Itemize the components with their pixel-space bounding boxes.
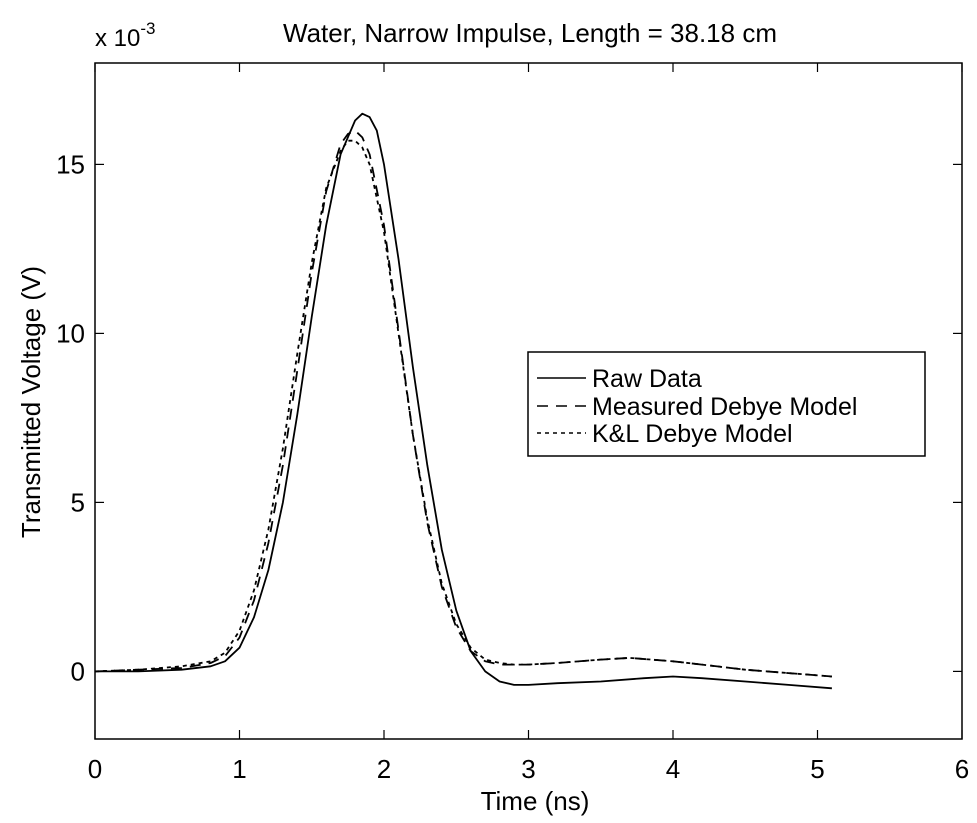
y-tick-label: 0 [71, 656, 85, 686]
y-exponent-power: -3 [140, 19, 155, 38]
y-tick-label: 5 [71, 487, 85, 517]
x-tick-label: 3 [521, 754, 535, 784]
series-line-raw-data [95, 112, 832, 690]
x-tick-label: 1 [232, 754, 246, 784]
y-tick-label: 10 [56, 318, 85, 348]
y-exponent-base: x 10 [95, 25, 140, 52]
y-ticks: 0 5 10 15 [56, 149, 962, 686]
legend-label-kl-debye-model: K&L Debye Model [592, 420, 793, 448]
legend: Raw Data Measured Debye Model K&L Debye … [527, 351, 926, 457]
series-line-measured-debye-model [94, 129, 832, 678]
x-tick-label: 6 [955, 754, 969, 784]
series-group [94, 112, 832, 690]
chart-title: Water, Narrow Impulse, Length = 38.18 cm [283, 18, 777, 48]
y-tick-label: 15 [56, 149, 85, 179]
legend-label-measured-debye-model: Measured Debye Model [592, 393, 857, 421]
series-line-kl-debye-model [94, 139, 832, 678]
x-ticks: 0 1 2 3 4 5 6 [88, 63, 969, 784]
x-tick-label: 2 [377, 754, 391, 784]
x-tick-label: 4 [666, 754, 680, 784]
x-tick-label: 5 [810, 754, 824, 784]
y-exponent-label: x 10-3 [95, 19, 156, 52]
legend-box [527, 351, 926, 457]
legend-label-raw-data: Raw Data [592, 365, 702, 393]
y-axis-label: Transmitted Voltage (V) [16, 266, 46, 538]
x-tick-label: 0 [88, 754, 102, 784]
x-axis-label: Time (ns) [481, 786, 590, 816]
